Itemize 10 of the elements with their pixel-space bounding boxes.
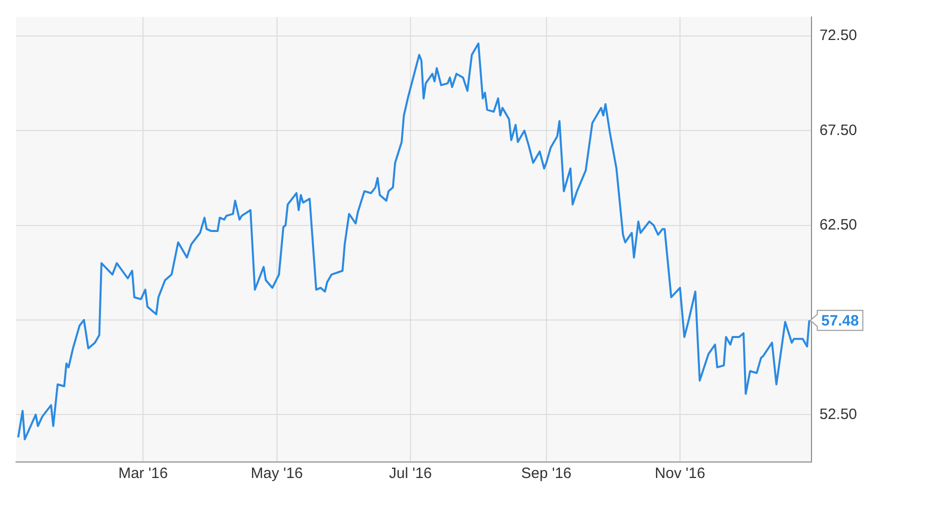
y-tick-label: 52.50 (819, 406, 858, 423)
x-tick-label: Jul '16 (389, 465, 432, 482)
y-tick-label: 62.50 (819, 216, 858, 234)
y-tick-label: 67.50 (819, 122, 858, 139)
x-tick-label: Nov '16 (654, 465, 706, 482)
annotation: 57.48 (821, 312, 859, 330)
y-tick-label: 72.50 (819, 27, 858, 44)
x-tick-label: Mar '16 (118, 465, 168, 482)
x-tick-label: May '16 (250, 465, 303, 482)
x-tick-label: Sep '16 (521, 465, 572, 482)
